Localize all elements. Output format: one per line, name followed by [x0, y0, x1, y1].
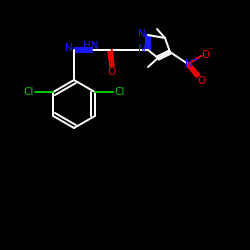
Text: O: O	[197, 76, 205, 86]
Text: N: N	[185, 59, 193, 69]
Text: Cl: Cl	[114, 87, 125, 97]
Text: +: +	[191, 56, 197, 64]
Text: ⁻: ⁻	[208, 46, 212, 56]
Text: O: O	[201, 50, 209, 60]
Text: Cl: Cl	[23, 87, 34, 97]
Text: N: N	[138, 44, 146, 54]
Text: N: N	[65, 43, 73, 53]
Text: O: O	[108, 67, 116, 77]
Text: HN: HN	[83, 41, 99, 51]
Text: N: N	[138, 29, 146, 39]
